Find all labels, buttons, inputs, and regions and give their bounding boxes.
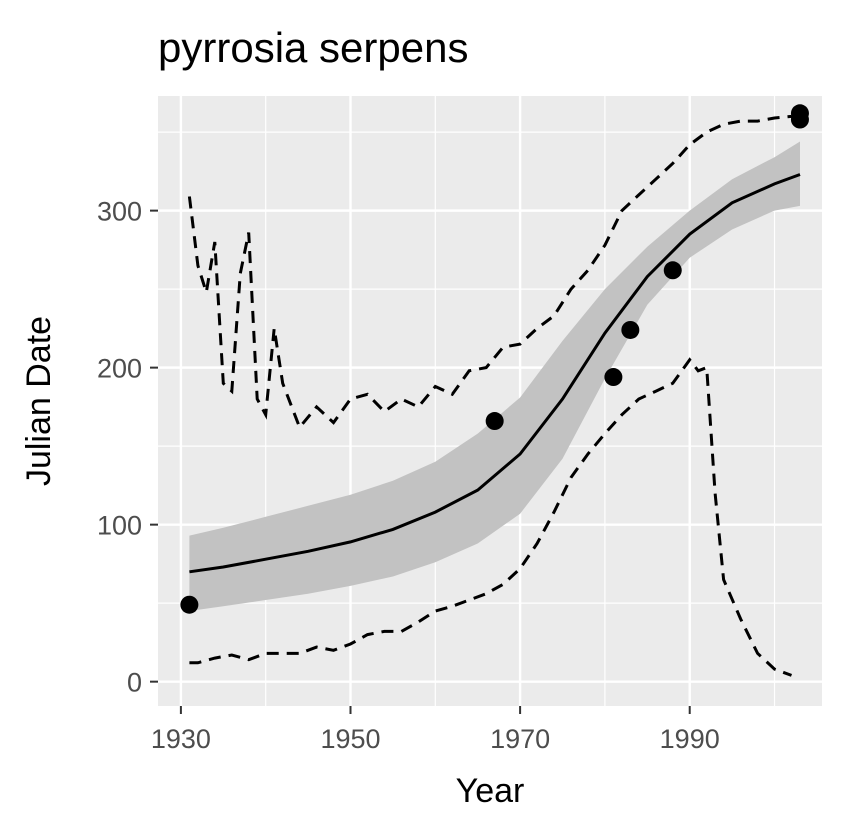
y-tick-label-200: 200 [97, 354, 142, 384]
x-axis-title: Year [456, 772, 525, 810]
data-points [180, 104, 809, 614]
data-point-4 [663, 261, 682, 280]
lower-bound-line [189, 357, 793, 677]
fit-line [189, 173, 801, 574]
data-point-6 [790, 104, 809, 123]
y-tick-label-0: 0 [127, 668, 142, 698]
data-point-3 [621, 320, 640, 339]
y-axis-title: Julian Date [20, 316, 58, 486]
x-tick-label-1950: 1950 [320, 724, 380, 754]
data-point-0 [180, 595, 199, 614]
x-tick-label-1930: 1930 [151, 724, 211, 754]
x-tick-label-1970: 1970 [490, 724, 550, 754]
chart-title: pyrrosia serpens [158, 24, 468, 71]
data-point-2 [604, 368, 623, 387]
y-tick-label-100: 100 [97, 511, 142, 541]
data-point-1 [485, 412, 504, 431]
upper-bound-line [187, 114, 792, 431]
confidence-ribbon [189, 141, 800, 611]
y-tick-label-300: 300 [97, 197, 142, 227]
y-axis-ticks: 0 100 200 300 [97, 197, 158, 698]
x-axis-ticks: 1930 1950 1970 1990 [151, 706, 720, 754]
x-tick-label-1990: 1990 [660, 724, 720, 754]
